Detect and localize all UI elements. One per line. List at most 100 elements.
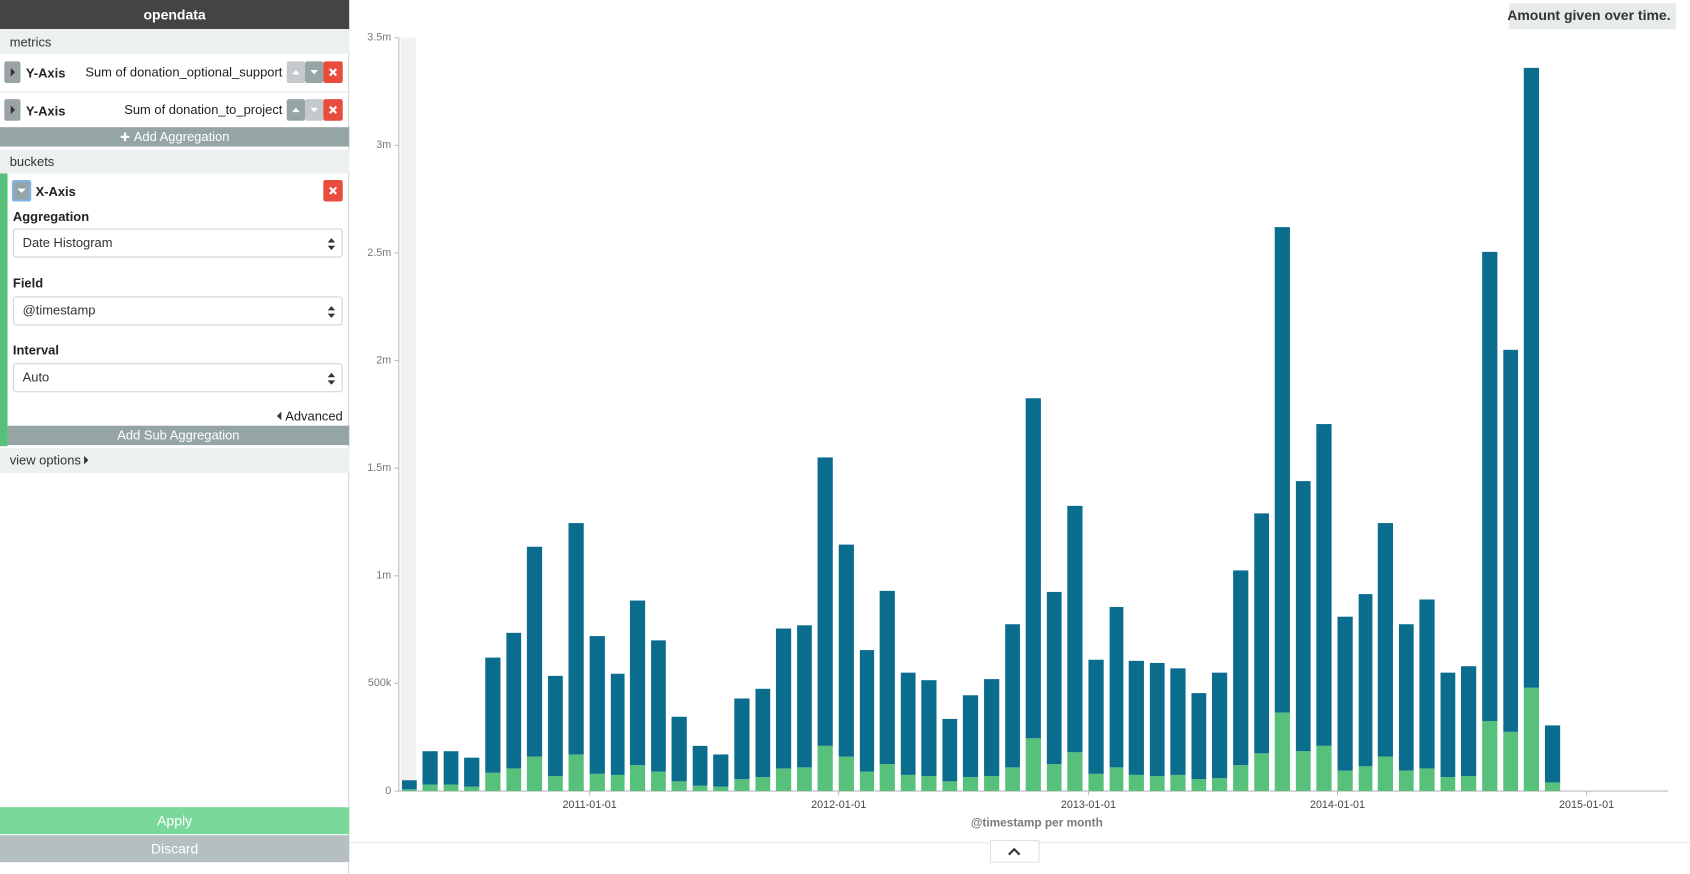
bar: [422, 784, 438, 792]
bar: [734, 698, 750, 780]
bar: [962, 777, 979, 792]
chart-title: Amount given over time.: [1507, 7, 1670, 23]
bar: [1503, 349, 1519, 732]
bar: [651, 640, 666, 772]
bar: [1523, 67, 1540, 688]
metric-label: Sum of donation_optional_support: [85, 64, 283, 80]
bar: [1128, 774, 1144, 792]
move-down-button[interactable]: [305, 61, 324, 83]
bar: [838, 756, 854, 792]
bar: [1025, 738, 1041, 792]
move-up-button[interactable]: [286, 99, 306, 121]
advanced-label: Advanced: [285, 408, 343, 424]
field-select[interactable]: @timestamp: [12, 296, 343, 326]
bar: [526, 546, 543, 757]
bar: [506, 768, 522, 792]
bar: [942, 718, 958, 782]
bar: [817, 745, 833, 792]
bar: [1046, 764, 1062, 792]
bar: [713, 786, 729, 792]
bar: [1398, 624, 1414, 771]
y-tick-label: 1.5m: [367, 462, 391, 474]
bar: [443, 751, 459, 785]
bar: [485, 772, 501, 792]
view-options-toggle[interactable]: view options: [0, 448, 350, 474]
move-down-button[interactable]: [305, 99, 324, 121]
buckets-label: buckets: [9, 154, 55, 170]
remove-button[interactable]: [323, 99, 343, 121]
toggle-button[interactable]: [4, 61, 21, 83]
bar: [1170, 668, 1186, 775]
view-options-label: view options: [9, 452, 81, 468]
field-label: Aggregation: [12, 209, 90, 225]
x-tick-label: 2013-01-01: [1061, 799, 1116, 811]
title-tag: [1508, 3, 1676, 30]
up-icon: [292, 107, 300, 113]
select-value: Auto: [22, 369, 50, 385]
bar: [692, 785, 708, 792]
toggle-button[interactable]: [4, 99, 21, 121]
bar: [921, 680, 937, 776]
bar: [548, 775, 563, 792]
bar: [1191, 693, 1207, 780]
bar: [755, 777, 771, 792]
bar: [1005, 767, 1020, 792]
bar: [464, 786, 480, 792]
bar: [402, 789, 417, 792]
add-aggregation-button[interactable]: Add Aggregation: [0, 127, 350, 147]
metrics-header: metrics: [0, 30, 350, 54]
remove-icon: [329, 68, 338, 77]
y-tick-label: 500k: [368, 677, 392, 689]
bar: [651, 771, 666, 792]
bar: [1149, 662, 1165, 776]
y-tick-label: 2.5m: [367, 247, 391, 259]
bar: [984, 679, 1000, 776]
app-title: opendata: [0, 0, 350, 30]
bar: [1503, 731, 1519, 792]
bar: [1544, 725, 1561, 783]
advanced-link[interactable]: Advanced: [276, 408, 343, 424]
bar: [1482, 721, 1498, 792]
aggregation-select[interactable]: Date Histogram: [12, 228, 343, 258]
bar: [485, 657, 501, 773]
remove-button[interactable]: [323, 179, 343, 202]
buckets-header: buckets: [0, 149, 350, 174]
down-icon: [310, 70, 318, 75]
metric-axis: Y-Axis: [25, 103, 66, 119]
bar: [859, 650, 875, 772]
remove-button[interactable]: [323, 61, 343, 83]
discard-button[interactable]: Discard: [0, 835, 350, 863]
bar: [1316, 745, 1332, 792]
bar: [402, 780, 417, 790]
bar: [610, 774, 625, 792]
bar: [734, 779, 750, 792]
bar: [1440, 777, 1456, 792]
collapse-tab[interactable]: [989, 840, 1040, 863]
bar: [1233, 765, 1249, 792]
bar: [526, 756, 543, 792]
apply-button[interactable]: Apply: [0, 807, 350, 835]
interval-select[interactable]: Auto: [12, 363, 343, 393]
bar: [1088, 773, 1104, 792]
move-up-button[interactable]: [286, 61, 306, 83]
bar: [942, 781, 958, 792]
bar: [900, 774, 916, 792]
bar: [610, 673, 625, 775]
metric-axis: Y-Axis: [25, 65, 66, 81]
remove-icon: [329, 105, 338, 114]
bar: [921, 775, 937, 792]
select-arrows: [327, 306, 336, 318]
apply-label: Apply: [157, 812, 193, 829]
caret-icon: [276, 411, 281, 421]
x-tick-label: 2014-01-01: [1310, 799, 1365, 811]
down-icon: [310, 107, 318, 113]
y-tick-label: 3.5m: [367, 32, 391, 44]
bar: [838, 544, 854, 757]
add-sub-aggregation-button[interactable]: Add Sub Aggregation: [7, 425, 350, 446]
toggle-icon: [10, 67, 16, 77]
toggle-button[interactable]: [11, 179, 32, 202]
bar: [713, 754, 729, 787]
bar: [1274, 712, 1290, 792]
bar: [1358, 766, 1373, 792]
